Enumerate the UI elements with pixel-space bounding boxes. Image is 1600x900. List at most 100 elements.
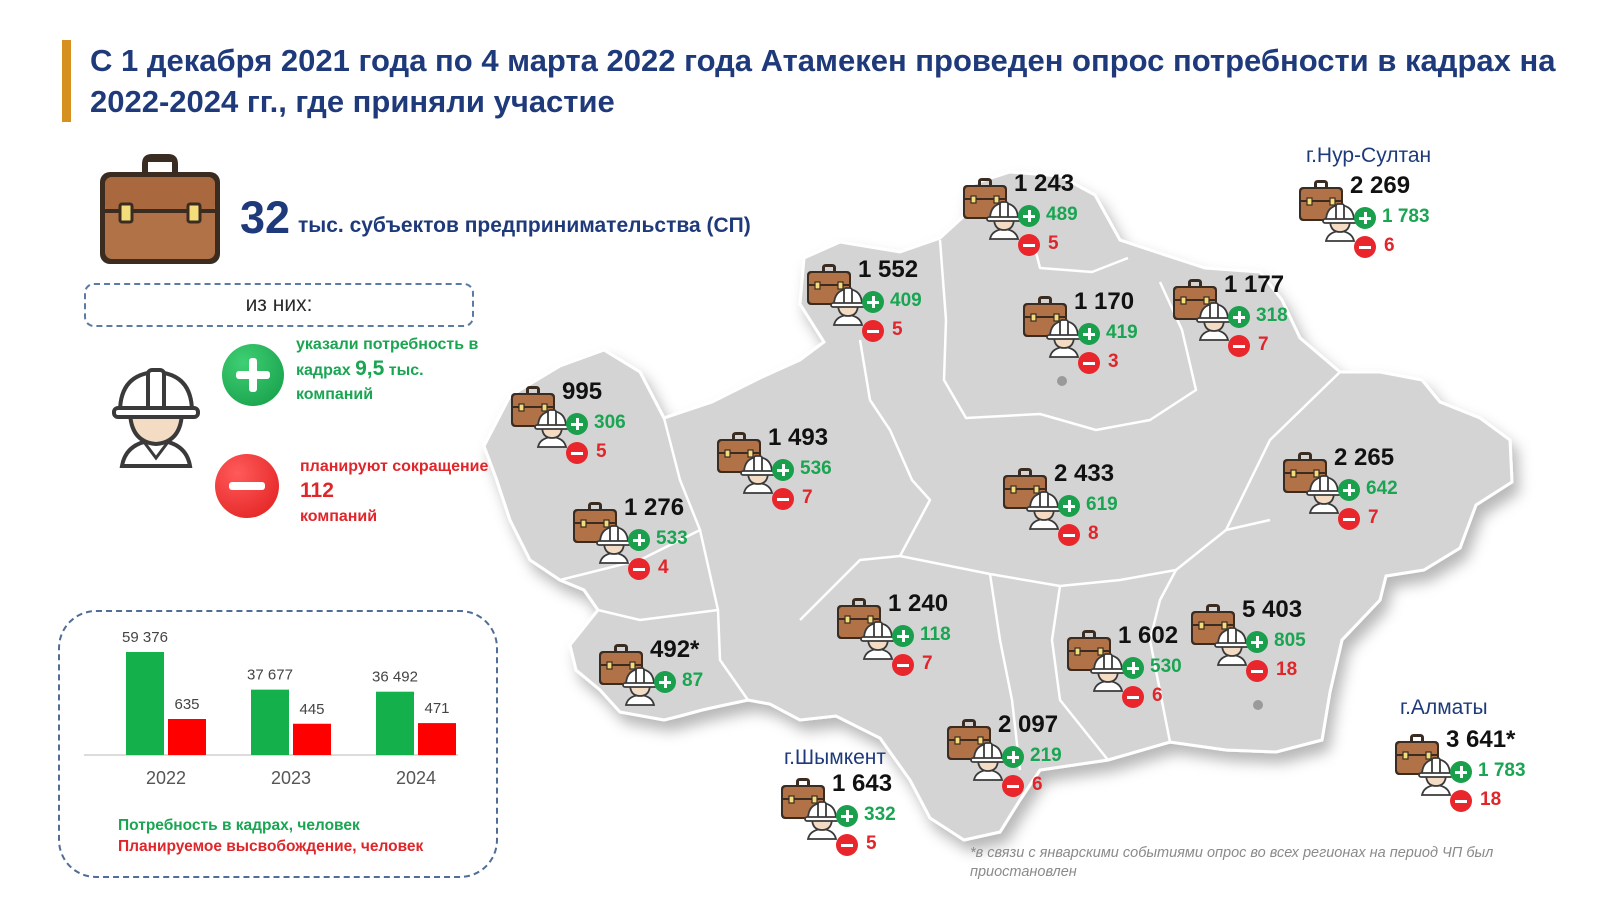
region-need: 533 bbox=[656, 528, 688, 549]
legend-need: Потребность в кадрах, человек bbox=[118, 817, 360, 834]
region-cut: 18 bbox=[1480, 789, 1502, 810]
region-total: 492* bbox=[650, 636, 700, 663]
region-marker: 1 276 533 4 bbox=[572, 494, 742, 600]
minus-icon bbox=[1002, 775, 1024, 797]
minus-icon bbox=[1354, 236, 1376, 258]
region-marker: 1 643 332 5 bbox=[780, 770, 950, 876]
plus-icon bbox=[1002, 746, 1024, 768]
region-cut: 6 bbox=[1384, 235, 1395, 256]
region-cut: 8 bbox=[1088, 523, 1099, 544]
region-need: 530 bbox=[1150, 656, 1182, 677]
x-tick-label: 2022 bbox=[146, 768, 186, 788]
plus-icon bbox=[862, 291, 884, 313]
region-cut: 5 bbox=[596, 441, 607, 462]
region-total: 2 097 bbox=[998, 711, 1059, 738]
title-accent-bar bbox=[62, 40, 71, 122]
entrepreneurs-label: тыс. субъектов предпринимательства (СП) bbox=[298, 214, 751, 237]
region-total: 995 bbox=[562, 378, 603, 405]
worker-icon bbox=[984, 200, 1024, 240]
plus-icon bbox=[772, 459, 794, 481]
region-cut: 7 bbox=[922, 653, 933, 674]
legend-cut: Планируемое высвобождение, человек bbox=[118, 838, 424, 855]
region-marker: 1 243 489 5 bbox=[962, 170, 1132, 276]
region-cut: 6 bbox=[1152, 685, 1163, 706]
region-marker: 492* 87 bbox=[598, 636, 768, 742]
region-marker: 2 265 642 7 bbox=[1282, 444, 1452, 550]
region-total: 2 265 bbox=[1334, 444, 1395, 471]
minus-icon bbox=[215, 454, 279, 518]
region-total: 2 269 bbox=[1350, 172, 1411, 199]
plus-icon bbox=[628, 529, 650, 551]
region-need: 409 bbox=[890, 290, 922, 311]
plus-icon bbox=[892, 625, 914, 647]
region-need: 1 783 bbox=[1382, 206, 1430, 227]
region-marker: 2 097 219 6 bbox=[946, 711, 1116, 817]
region-marker: 1 552 409 5 bbox=[806, 256, 976, 362]
page-title: С 1 декабря 2021 года по 4 марта 2022 го… bbox=[90, 43, 1556, 119]
minus-icon bbox=[892, 654, 914, 676]
bar-need bbox=[251, 689, 289, 755]
region-need: 1 783 bbox=[1478, 760, 1526, 781]
plus-icon bbox=[1228, 306, 1250, 328]
need-note: указали потребность в кадрах 9,5 тыс. ко… bbox=[296, 336, 479, 403]
data-label: 471 bbox=[424, 700, 449, 717]
region-need: 619 bbox=[1086, 494, 1118, 515]
worker-icon bbox=[1088, 652, 1128, 692]
region-cut: 5 bbox=[1048, 233, 1059, 254]
worker-icon bbox=[738, 454, 778, 494]
plus-icon bbox=[1246, 631, 1268, 653]
worker-icon bbox=[1320, 202, 1360, 242]
region-marker: 1 493 536 7 bbox=[716, 424, 886, 530]
city-label-nur-sultan: г.Нур-Султан bbox=[1306, 144, 1432, 167]
region-total: 1 643 bbox=[832, 770, 893, 797]
data-label: 59 376 bbox=[122, 629, 168, 646]
minus-icon bbox=[1058, 524, 1080, 546]
worker-icon bbox=[620, 666, 660, 706]
plus-icon bbox=[1338, 479, 1360, 501]
region-cut: 5 bbox=[866, 833, 877, 854]
worker-icon bbox=[1044, 318, 1084, 358]
bar-chart: 59 376 635 2022 37 677 445 2023 36 492 471 2024 bbox=[84, 629, 458, 788]
plus-icon bbox=[566, 413, 588, 435]
worker-icon bbox=[858, 620, 898, 660]
region-cut: 6 bbox=[1032, 774, 1043, 795]
region-need: 332 bbox=[864, 804, 896, 825]
region-total: 1 276 bbox=[624, 494, 685, 521]
region-need: 318 bbox=[1256, 305, 1288, 326]
region-cut: 7 bbox=[1258, 334, 1269, 355]
briefcase-icon bbox=[100, 154, 220, 264]
bar-need bbox=[126, 652, 164, 755]
worker-icon bbox=[1304, 474, 1344, 514]
region-need: 306 bbox=[594, 412, 626, 433]
region-marker: 3 641* 1 783 18 bbox=[1394, 726, 1564, 832]
plus-icon bbox=[1078, 323, 1100, 345]
cut-value: 112 bbox=[300, 479, 334, 502]
minus-icon bbox=[1018, 234, 1040, 256]
minus-icon bbox=[1078, 352, 1100, 374]
region-marker: 1 240 118 7 bbox=[836, 590, 1006, 696]
city-label-shymkent: г.Шымкент bbox=[784, 746, 887, 769]
bar-cut bbox=[293, 723, 331, 755]
minus-icon bbox=[772, 488, 794, 510]
data-label: 635 bbox=[174, 696, 199, 713]
region-need: 87 bbox=[682, 670, 704, 691]
region-need: 642 bbox=[1366, 478, 1398, 499]
region-need: 419 bbox=[1106, 322, 1138, 343]
region-cut: 3 bbox=[1108, 351, 1119, 372]
worker-icon bbox=[1024, 490, 1064, 530]
region-borders bbox=[559, 239, 1341, 771]
bar-cut bbox=[168, 719, 206, 755]
x-tick-label: 2023 bbox=[271, 768, 311, 788]
minus-icon bbox=[1450, 790, 1472, 812]
worker-icon bbox=[828, 286, 868, 326]
cut-note: планируют сокращение 112 компаний bbox=[300, 458, 489, 525]
worker-icon bbox=[1416, 756, 1456, 796]
need-value: 9,5 bbox=[355, 357, 385, 380]
region-total: 1 177 bbox=[1224, 271, 1285, 298]
region-marker: 2 433 619 8 bbox=[1002, 460, 1172, 566]
minus-icon bbox=[1246, 660, 1268, 682]
region-total: 1 602 bbox=[1118, 622, 1179, 649]
region-total: 1 240 bbox=[888, 590, 949, 617]
bar-cut bbox=[418, 723, 456, 755]
worker-icon bbox=[802, 800, 842, 840]
